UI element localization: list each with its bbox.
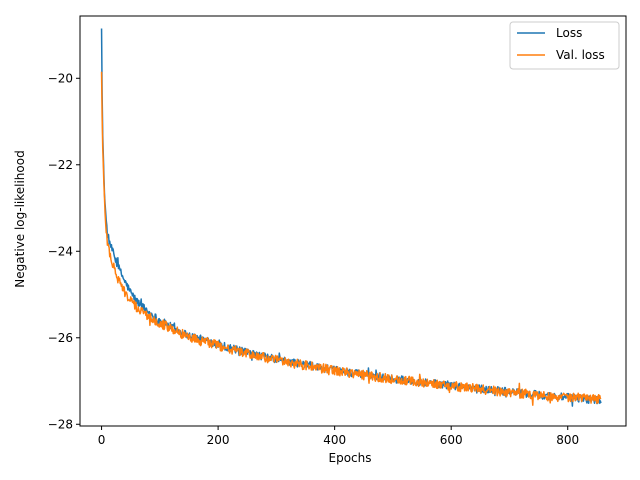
y-tick-label: −24: [48, 244, 73, 258]
x-tick-label: 200: [207, 433, 230, 447]
x-tick-label: 600: [440, 433, 463, 447]
legend: Loss Val. loss: [509, 21, 620, 70]
y-axis: −28 −26 −24 −22 −20: [48, 71, 80, 431]
x-tick-label: 800: [556, 433, 579, 447]
x-tick-label: 0: [98, 433, 106, 447]
legend-label-loss: Loss: [556, 26, 582, 40]
plot-frame: [79, 15, 627, 427]
x-tick-label: 400: [323, 433, 346, 447]
y-tick-label: −26: [48, 331, 73, 345]
legend-label-val-loss: Val. loss: [556, 48, 605, 62]
y-axis-label: Negative log-likelihood: [13, 150, 27, 287]
x-axis: 0 200 400 600 800: [98, 426, 579, 447]
y-tick-label: −20: [48, 71, 73, 85]
y-tick-label: −28: [48, 417, 73, 431]
x-axis-label: Epochs: [329, 451, 372, 465]
series-layer: [100, 28, 602, 407]
y-tick-label: −22: [48, 158, 73, 172]
series-line-val-loss: [100, 71, 602, 406]
